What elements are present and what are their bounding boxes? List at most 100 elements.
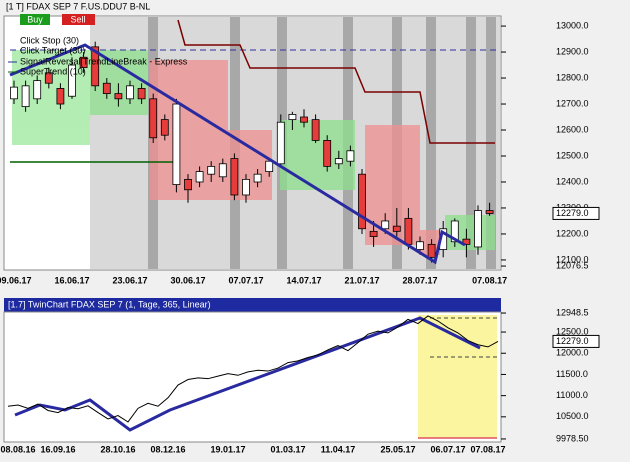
y-tick-label: 12500.0 — [556, 150, 589, 160]
candle-body — [427, 243, 436, 258]
candle-body — [404, 217, 413, 245]
legend: Click Stop (30) Click Target (30) Signal… — [8, 35, 188, 76]
x-tick-label: 07.08.17 — [470, 444, 505, 454]
candle-body — [450, 220, 459, 243]
candle-body — [149, 98, 158, 139]
x-tick-label: 21.07.17 — [344, 275, 379, 285]
last-price-label: 12279.0 — [556, 208, 589, 218]
candle-body — [184, 178, 192, 191]
legend-item: SuperTrend (10) — [20, 66, 86, 76]
candle-body — [10, 86, 18, 100]
legend-item: Click Stop (30) — [20, 35, 79, 45]
candle-body — [137, 88, 146, 100]
candle-body — [207, 165, 216, 175]
x-tick-label: 07.08.17 — [472, 275, 507, 285]
x-tick-label: 19.01.17 — [210, 444, 245, 454]
x-tick-label: 08.12.16 — [150, 444, 185, 454]
trend-line — [14, 316, 481, 432]
candle-body — [265, 160, 274, 172]
candle-body — [253, 173, 262, 183]
x-tick-label: 30.06.17 — [170, 275, 205, 285]
candle-body — [102, 82, 111, 95]
candle-body — [485, 210, 494, 214]
last-price-box — [552, 334, 600, 348]
last-price-box — [552, 206, 600, 220]
panel-title: [1.7] TwinChart FDAX SEP 7 (1, Tage, 365… — [8, 299, 211, 309]
candle-body — [392, 225, 401, 232]
y-tick-label: 13000.0 — [556, 20, 589, 30]
candle-body — [44, 72, 53, 84]
x-tick-label: 07.07.17 — [228, 275, 263, 285]
x-tick-label: 25.05.17 — [380, 444, 415, 454]
candle-body — [311, 119, 320, 141]
y-tick-label: 12200.0 — [556, 228, 589, 238]
candle-body — [114, 93, 123, 100]
x-tick-label: 09.06.17 — [0, 275, 32, 285]
sell-label[interactable]: Sell — [70, 14, 85, 24]
x-tick-label: 28.10.16 — [100, 444, 135, 454]
candle-body — [230, 158, 239, 196]
y-tick-label: 12076.5 — [556, 260, 589, 270]
candle-body — [172, 103, 181, 185]
candle-body — [68, 64, 76, 97]
y-tick-label: 12800.0 — [556, 72, 589, 82]
trailing-stop — [177, 19, 495, 144]
candle-body — [416, 241, 424, 250]
candle-body — [79, 56, 88, 69]
candle-body — [91, 46, 100, 87]
last-price-label: 12279.0 — [556, 336, 589, 346]
candle-body — [358, 173, 366, 230]
price-line — [7, 315, 499, 423]
candle-body — [300, 116, 308, 123]
trend-line — [9, 43, 466, 265]
candle-body — [346, 150, 355, 162]
candle-body — [462, 238, 471, 245]
sell-button[interactable] — [62, 14, 95, 25]
x-tick-label: 11.04.17 — [321, 444, 356, 454]
legend-item: SignalReversal[TrendLineBreak - Express — [20, 56, 188, 66]
candle-body — [33, 80, 42, 100]
candle-body — [474, 210, 482, 248]
candle-body — [242, 178, 250, 196]
candle-body — [276, 121, 285, 165]
x-tick-label: 28.07.17 — [402, 275, 437, 285]
x-tick-label: 14.07.17 — [286, 275, 321, 285]
candle-body — [381, 220, 390, 230]
candle-body — [56, 88, 65, 105]
x-tick-label: 16.09.16 — [40, 444, 75, 454]
candle-body — [218, 163, 227, 178]
candle-body — [369, 230, 378, 237]
candle-body — [334, 158, 343, 165]
x-tick-label: 08.08.16 — [0, 444, 35, 454]
candle-body — [288, 114, 297, 121]
window-title: [1 T] FDAX SEP 7 F.US.DDU7 B-NL — [6, 1, 150, 11]
candle-body — [323, 140, 332, 167]
y-tick-label: 12900.0 — [556, 46, 589, 56]
x-tick-label: 16.06.17 — [54, 275, 89, 285]
buy-button[interactable] — [20, 14, 50, 25]
y-tick-label: 11000.0 — [556, 390, 588, 400]
y-tick-label: 10500.0 — [556, 411, 589, 421]
y-tick-label: 12100.0 — [556, 254, 589, 264]
y-tick-label: 12700.0 — [556, 98, 589, 108]
y-tick-label: 12400.0 — [556, 176, 589, 186]
y-tick-label: 12600.0 — [556, 124, 589, 134]
panel-title-bar — [4, 298, 501, 312]
candle-body — [21, 85, 30, 108]
y-tick-label: 12500.0 — [556, 326, 589, 336]
candle-body — [195, 171, 204, 183]
x-tick-label: 01.03.17 — [270, 444, 305, 454]
y-tick-label: 12948.5 — [556, 307, 589, 317]
y-tick-label: 11500.0 — [556, 369, 588, 379]
x-tick-label: 23.06.17 — [112, 275, 147, 285]
y-tick-label: 9978.50 — [556, 433, 589, 443]
zoom-region — [418, 315, 497, 438]
legend-item: Click Target (30) — [20, 45, 85, 55]
buy-label[interactable]: Buy — [27, 14, 43, 24]
x-tick-label: 06.07.17 — [430, 444, 465, 454]
y-tick-label: 12000.0 — [556, 348, 589, 358]
candle-body — [160, 119, 169, 136]
candle-body — [126, 85, 134, 100]
